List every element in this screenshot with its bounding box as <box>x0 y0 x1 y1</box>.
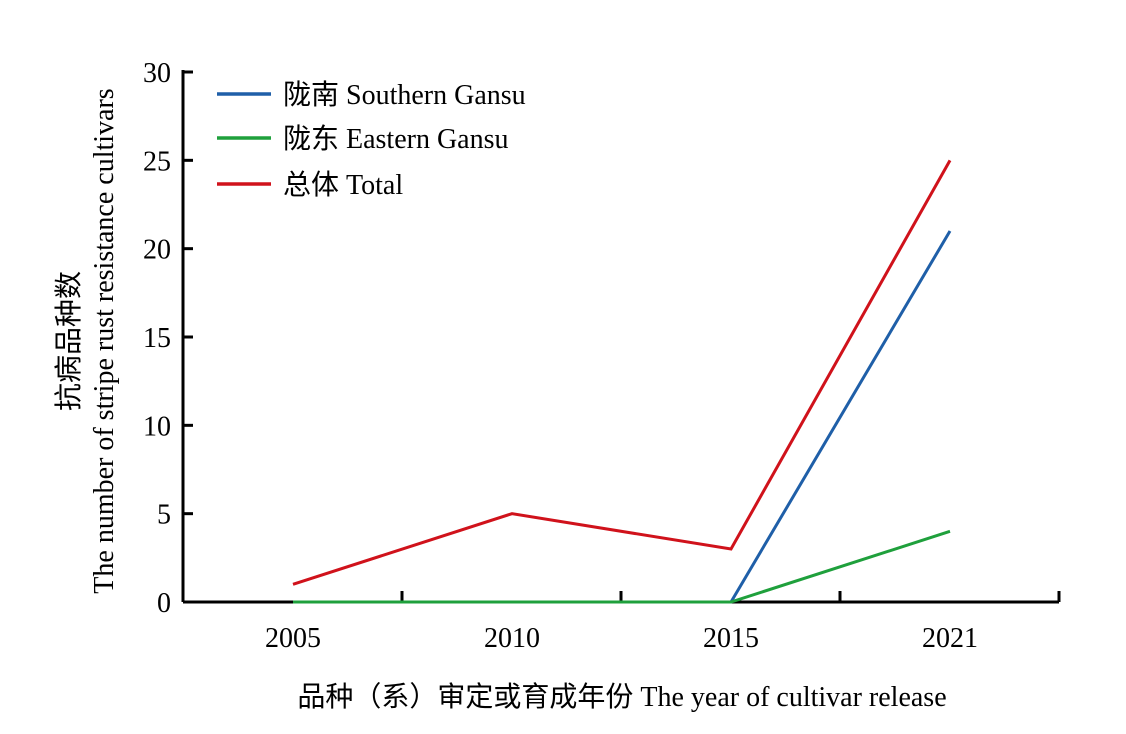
y-tick-label: 0 <box>157 588 171 619</box>
legend-label: 陇东 Eastern Gansu <box>283 123 509 155</box>
x-tick-label: 2010 <box>484 623 540 654</box>
series-line <box>293 230 952 604</box>
y-axis-title-english: The number of stripe rust resistance cul… <box>89 88 120 593</box>
y-axis-title-chinese: 抗病品种数 <box>53 271 85 411</box>
legend-label: 总体 Total <box>283 169 403 201</box>
series-line <box>293 529 951 604</box>
legend: 陇南 Southern Gansu 陇东 Eastern Gansu 总体 Tota… <box>217 79 526 201</box>
y-tick-label: 15 <box>143 323 171 354</box>
x-tick-label: 2015 <box>703 623 759 654</box>
x-tick-label: 2005 <box>265 623 321 654</box>
y-tick-label: 25 <box>143 146 171 177</box>
y-tick-label: 30 <box>143 58 171 89</box>
legend-label: 陇南 Southern Gansu <box>283 79 526 111</box>
y-tick-label: 10 <box>143 411 171 442</box>
plot-axes: 0 5 10 15 20 25 30 2005 2010 2015 2021 <box>143 58 1061 654</box>
x-axis-title: 品种（系）审定或育成年份 The year of cultivar releas… <box>297 681 946 713</box>
y-tick-label: 20 <box>143 235 171 266</box>
x-tick-label: 2021 <box>922 623 978 654</box>
y-tick-label: 5 <box>157 500 171 531</box>
plot-lines <box>292 159 952 604</box>
series-line <box>292 159 952 586</box>
